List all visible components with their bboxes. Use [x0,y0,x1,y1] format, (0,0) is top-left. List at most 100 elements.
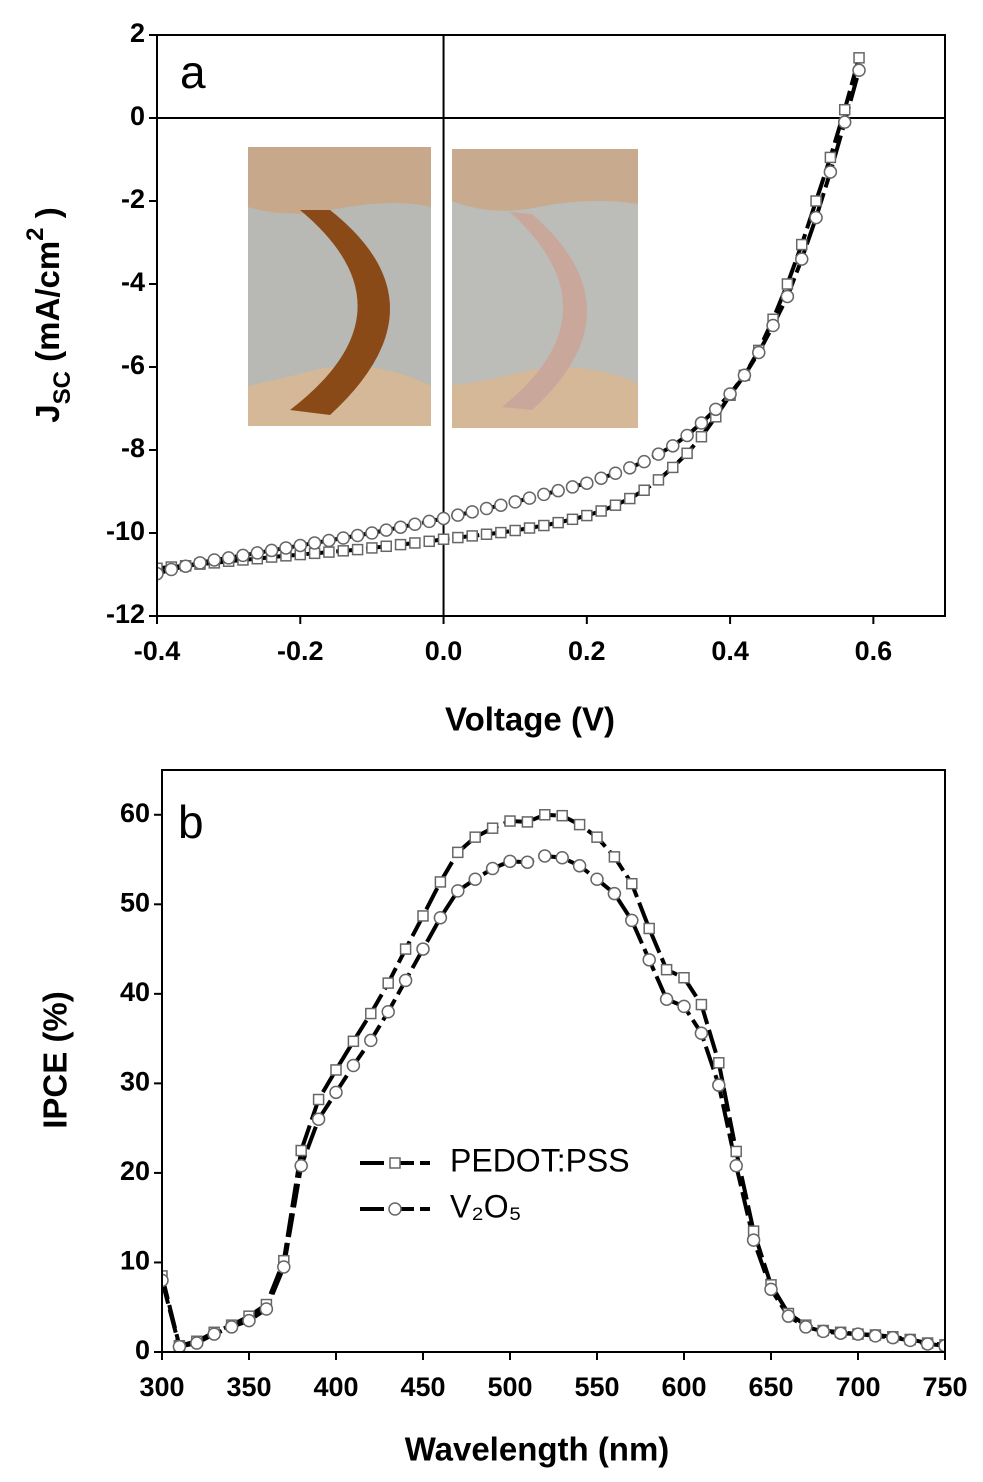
film-right [502,212,587,410]
marker [581,509,593,522]
marker [903,1333,917,1348]
marker [810,195,822,207]
marker [539,809,551,821]
marker [312,1093,325,1106]
marker [207,553,222,567]
marker [264,543,279,558]
marker [920,1337,935,1351]
x-tick-label: 400 [313,1372,358,1402]
marker [623,461,637,475]
x-tick-label: 0.0 [425,636,463,666]
marker [746,1233,761,1247]
marker [364,1033,378,1048]
x-tick-label: -0.2 [277,636,324,666]
marker [695,430,708,443]
marker [164,562,179,577]
marker [336,531,351,545]
marker [737,368,752,383]
marker [795,238,808,251]
marker [394,538,407,551]
legend-label: V₂O₅ [450,1188,522,1224]
marker [494,498,508,512]
marker [678,971,690,984]
marker [794,252,809,266]
x-tick-label: 700 [835,1372,880,1402]
marker [809,210,823,225]
marker [433,910,448,925]
y-title-superscript: 2 [22,227,49,240]
marker [565,480,580,494]
marker [681,447,693,460]
y-tick-label: 30 [120,1067,150,1097]
marker [347,1035,360,1048]
marker [330,1064,342,1076]
marker [624,492,636,505]
marker [626,877,638,890]
marker [193,556,207,570]
x-tick-label: 450 [400,1372,445,1402]
marker [207,1327,221,1341]
marker [480,528,493,540]
x-tick-label: 650 [748,1372,793,1402]
y-tick-label: -8 [121,433,145,463]
marker [479,501,494,516]
marker [537,487,551,502]
marker [643,922,655,935]
x-tick-label: 0.2 [568,636,606,666]
marker [730,1145,742,1158]
marker [764,1282,778,1297]
marker [652,474,665,486]
inset-photos [248,147,638,428]
x-tick-label: 0.6 [855,636,893,666]
y-tick-label: -2 [121,184,145,214]
series-line [162,853,945,1349]
marker [381,1005,395,1019]
marker [659,992,674,1006]
marker [365,526,379,540]
y-tick-label: 50 [120,887,150,917]
marker [452,846,464,859]
marker [509,524,521,537]
marker [434,876,447,888]
marker [279,541,293,555]
x-tick-label: 500 [487,1372,532,1402]
marker [833,1326,848,1340]
y-tick-label: 2 [130,18,145,48]
marker [729,1159,743,1173]
marker [350,528,365,543]
marker [508,495,522,509]
marker [465,505,479,519]
marker [417,910,429,922]
y-tick-label: 10 [120,1246,150,1276]
x-tick-label: -0.4 [134,636,181,666]
marker [437,533,450,545]
marker [712,1078,726,1092]
plot-area [157,52,866,581]
marker [838,103,851,116]
marker [408,517,422,532]
marker [595,505,607,517]
y-axis-title: JSC (mA/cm2 ) [22,207,76,422]
x-tick-label: 0.4 [711,636,749,666]
y-tick-label: 0 [135,1335,150,1365]
marker [380,540,392,553]
marker [250,546,265,560]
marker [485,861,500,876]
marker [713,1057,725,1069]
marker [365,1007,377,1020]
marker [307,536,322,550]
marker [886,1330,900,1345]
marker [625,913,639,928]
marker [551,483,565,498]
marker [388,1202,402,1216]
marker [399,943,412,955]
marker [766,318,780,333]
marker [590,872,604,886]
marker [389,1157,401,1169]
marker [638,484,650,497]
marker [337,545,350,557]
marker [637,454,651,469]
marker [823,165,838,179]
